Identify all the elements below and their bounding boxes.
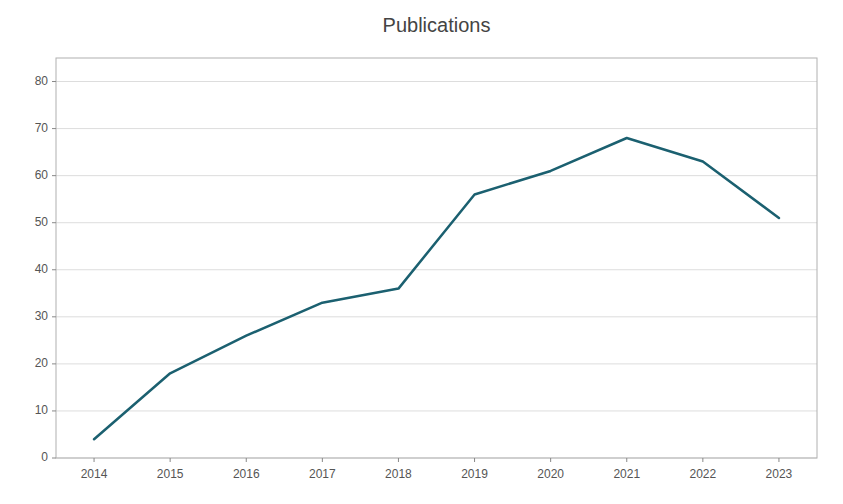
grid-line [56,363,817,364]
plot-frame [56,58,817,458]
y-tick [52,363,56,364]
chart-title: Publications [383,14,491,36]
y-tick [52,128,56,129]
grid-line [56,81,817,82]
x-tick [550,458,551,462]
y-tick-label: 50 [35,215,49,229]
x-tick [702,458,703,462]
x-tick-label: 2019 [461,467,488,481]
y-tick [52,175,56,176]
x-tick [474,458,475,462]
y-tick-label: 10 [35,403,49,417]
x-tick [626,458,627,462]
x-tick [778,458,779,462]
x-tick-label: 2016 [233,467,260,481]
y-tick [52,222,56,223]
grid [56,82,817,458]
y-tick-label: 80 [35,74,49,88]
x-tick-label: 2023 [766,467,793,481]
y-tick-label: 20 [35,356,49,370]
x-tick-label: 2020 [537,467,564,481]
x-tick-label: 2017 [309,467,336,481]
y-tick [52,410,56,411]
grid-line [56,222,817,223]
grid-line [56,128,817,129]
x-tick [170,458,171,462]
y-tick-label: 60 [35,168,49,182]
plot-data [94,138,779,439]
x-tick-label: 2018 [385,467,412,481]
x-tick-label: 2015 [157,467,184,481]
y-tick [52,458,56,459]
chart: 0102030405060708020142015201620172018201… [0,0,843,504]
x-tick [246,458,247,462]
y-tick [52,269,56,270]
x-tick [94,458,95,462]
grid-line [56,410,817,411]
y-tick-label: 0 [41,450,48,464]
x-axis: 2014 2015 2016 2017 2018 2019 2020 2021 2022 2023 [81,458,793,481]
grid-line [56,175,817,176]
y-tick-label: 40 [35,262,49,276]
page: {"chart_data": {"type": "line", "title":… [0,0,843,504]
x-tick [398,458,399,462]
x-tick-label: 2022 [689,467,716,481]
y-tick [52,316,56,317]
x-tick-label: 2014 [81,467,108,481]
x-tick-label: 2021 [613,467,640,481]
grid-line [56,269,817,270]
y-axis: 0 10 20 30 40 50 60 70 80 [35,74,56,464]
y-tick-label: 70 [35,121,49,135]
y-tick [52,81,56,82]
data-line [94,138,779,439]
y-tick-label: 30 [35,309,49,323]
x-tick [322,458,323,462]
grid-line [56,316,817,317]
